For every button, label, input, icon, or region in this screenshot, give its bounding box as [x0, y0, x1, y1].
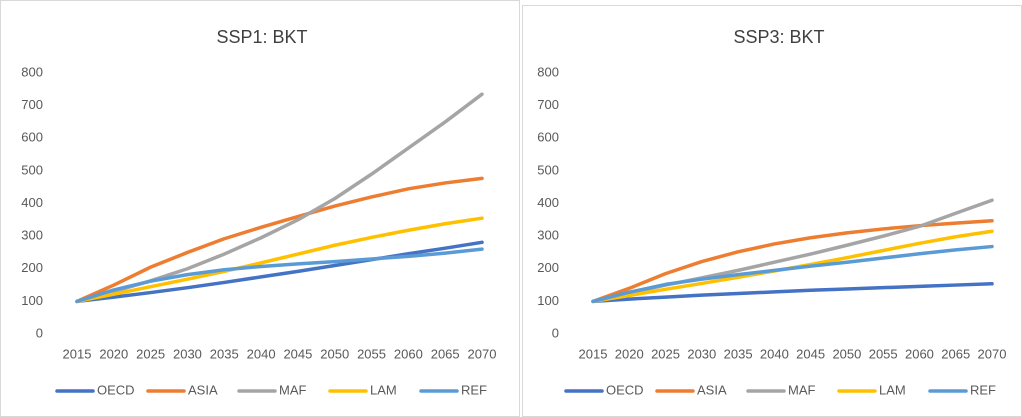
series-line [75, 240, 484, 304]
x-tick-label: 2035 [210, 346, 239, 361]
series-line [75, 92, 484, 304]
legend-label: LAM [879, 382, 906, 397]
x-tick-label: 2025 [136, 346, 165, 361]
legend-label: OECD [606, 382, 644, 397]
y-tick-label: 700 [21, 97, 43, 112]
legend-label: LAM [370, 382, 397, 397]
series-line [591, 244, 994, 304]
x-tick-label: 2065 [941, 346, 970, 361]
x-tick-label: 2025 [651, 346, 680, 361]
x-tick-label: 2035 [724, 346, 753, 361]
y-tick-label: 400 [21, 195, 43, 210]
legend-label: ASIA [697, 382, 727, 397]
x-tick-label: 2040 [247, 346, 276, 361]
y-tick-label: 100 [537, 293, 559, 308]
series-line [591, 282, 994, 304]
x-tick-label: 2060 [394, 346, 423, 361]
x-tick-label: 2040 [760, 346, 789, 361]
legend-label: REF [970, 382, 996, 397]
legend-label: REF [461, 382, 487, 397]
x-tick-label: 2070 [978, 346, 1007, 361]
y-tick-label: 0 [36, 325, 43, 340]
y-tick-label: 300 [537, 228, 559, 243]
x-tick-label: 2050 [320, 346, 349, 361]
x-tick-label: 2020 [99, 346, 128, 361]
x-tick-label: 2065 [431, 346, 460, 361]
y-tick-label: 0 [552, 325, 559, 340]
legend-label: MAF [279, 382, 307, 397]
legend-label: MAF [788, 382, 816, 397]
y-tick-label: 600 [21, 130, 43, 145]
x-tick-label: 2045 [283, 346, 312, 361]
y-tick-label: 400 [537, 195, 559, 210]
series-line [75, 176, 484, 304]
y-tick-label: 300 [21, 228, 43, 243]
x-tick-label: 2060 [905, 346, 934, 361]
x-tick-label: 2045 [796, 346, 825, 361]
chart-title: SSP1: BKT [216, 27, 307, 47]
y-tick-label: 800 [21, 64, 43, 79]
legend-label: OECD [97, 382, 135, 397]
chart-title: SSP3: BKT [733, 27, 824, 47]
y-tick-label: 100 [21, 293, 43, 308]
x-tick-label: 2055 [869, 346, 898, 361]
y-tick-label: 800 [537, 64, 559, 79]
series-line [75, 247, 484, 304]
y-tick-label: 200 [21, 260, 43, 275]
x-tick-label: 2030 [173, 346, 202, 361]
x-tick-label: 2015 [579, 346, 608, 361]
y-tick-label: 600 [537, 130, 559, 145]
y-tick-label: 500 [537, 162, 559, 177]
x-tick-label: 2055 [357, 346, 386, 361]
y-tick-label: 200 [537, 260, 559, 275]
series-line [75, 216, 484, 304]
legend-label: ASIA [188, 382, 218, 397]
y-tick-label: 700 [537, 97, 559, 112]
x-tick-label: 2070 [468, 346, 497, 361]
x-tick-label: 2050 [832, 346, 861, 361]
x-tick-label: 2030 [687, 346, 716, 361]
x-tick-label: 2015 [63, 346, 92, 361]
x-tick-label: 2020 [615, 346, 644, 361]
y-tick-label: 500 [21, 162, 43, 177]
